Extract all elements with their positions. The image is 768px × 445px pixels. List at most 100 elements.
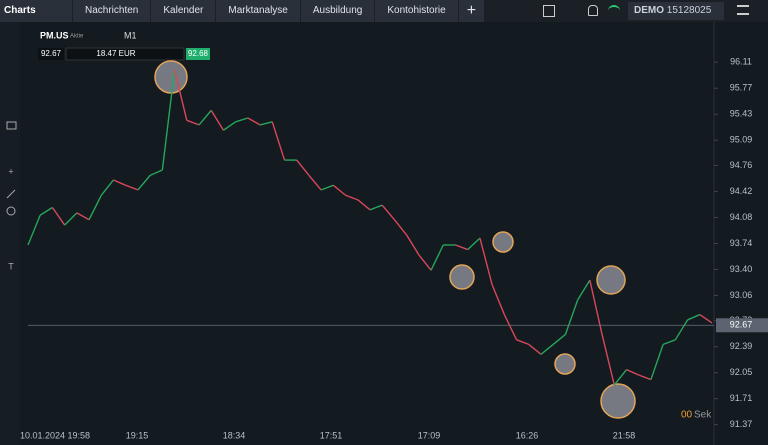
price-segment — [320, 184, 334, 191]
price-segment — [418, 254, 432, 271]
price-segment — [687, 313, 701, 321]
price-segment — [479, 237, 493, 285]
y-tick-label: 93.40 — [730, 264, 753, 274]
countdown-unit: Sek — [694, 410, 712, 421]
countdown-number: 00 — [681, 410, 693, 421]
menu[interactable] — [737, 5, 749, 15]
price-segment — [39, 206, 53, 216]
asset-type: Aktie — [70, 34, 84, 40]
price-segment — [455, 244, 468, 251]
side-toolbar — [0, 22, 20, 445]
ask-box[interactable] — [186, 48, 210, 60]
price-segment — [296, 159, 310, 176]
highlight — [554, 353, 576, 375]
price-segment — [100, 179, 115, 196]
highlight — [154, 60, 188, 94]
bid: 92.67 — [41, 49, 62, 58]
y-tick-label: 95.09 — [730, 135, 753, 145]
y-tick-label: 95.77 — [730, 83, 753, 93]
add-tab[interactable]: + — [458, 0, 485, 22]
x-tick-label: 10.01.2024 19:58 — [20, 430, 90, 440]
bell-icon[interactable] — [588, 5, 598, 16]
signal-icon — [608, 5, 620, 15]
tool-icon[interactable] — [6, 121, 17, 130]
price-segment — [186, 119, 200, 126]
tab[interactable]: Marktanalyse — [216, 0, 300, 22]
price-segment — [113, 179, 126, 186]
chart: T + PM.US Aktie M1 92.67 18.47 EUR 92.68… — [0, 22, 768, 445]
bid-box — [38, 48, 64, 60]
y-tick-label: 94.08 — [730, 212, 753, 222]
current-price-label: 92.67 — [730, 320, 753, 330]
current-price-box — [716, 318, 768, 333]
price-segment — [503, 314, 518, 341]
price-segment — [210, 109, 225, 131]
tool-icon[interactable] — [6, 206, 16, 216]
highlight — [492, 231, 514, 253]
price-segment — [27, 214, 41, 246]
price-segment — [699, 313, 713, 324]
highlight — [600, 383, 636, 419]
volume-box[interactable] — [65, 47, 185, 61]
tab[interactable]: Charts — [0, 0, 72, 22]
price-segment — [528, 343, 542, 355]
price-segment — [564, 299, 579, 335]
price-segment — [259, 121, 273, 126]
y-tick-label: 94.76 — [730, 160, 753, 170]
price-segment — [235, 117, 249, 123]
price-segment — [88, 194, 102, 221]
price-segment — [430, 244, 444, 271]
highlights — [154, 60, 636, 419]
ask: 92.68 — [188, 49, 209, 58]
y-tick-label: 96.11 — [730, 57, 752, 67]
account-mode: DEMO — [634, 5, 664, 16]
account-id: 15128025 — [666, 5, 712, 16]
price-segment — [650, 344, 664, 380]
x-tick-label: 18:34 — [223, 430, 246, 440]
price-segment — [381, 204, 395, 221]
price-segment — [271, 121, 286, 161]
price-segment — [393, 219, 408, 236]
price-segment — [613, 369, 628, 386]
price-segment — [332, 184, 347, 196]
price-segment — [406, 234, 420, 256]
price-segment — [223, 121, 237, 131]
price-segment — [674, 319, 689, 341]
price-segment — [161, 69, 176, 171]
price-segment — [577, 279, 591, 301]
price-segment — [198, 109, 212, 126]
price-segment — [540, 343, 554, 355]
price-segment — [516, 339, 530, 346]
y-tick-label: 91.71 — [730, 393, 753, 403]
price-segment — [662, 339, 676, 346]
layout-icon[interactable] — [543, 5, 555, 17]
tool-icon[interactable]: T — [8, 261, 14, 271]
tab[interactable]: Nachrichten — [73, 0, 151, 22]
tool-icon[interactable]: + — [8, 166, 13, 176]
tab[interactable]: Kontohistorie — [375, 0, 458, 22]
price-segment — [125, 184, 139, 191]
price-segment — [149, 169, 163, 177]
symbol[interactable]: PM.US — [40, 30, 69, 40]
y-tick-label: 93.06 — [730, 290, 753, 300]
price-segment — [369, 204, 383, 211]
price-segment — [467, 237, 481, 251]
price-segment — [626, 368, 639, 376]
highlight — [596, 265, 626, 295]
tool-icon[interactable] — [6, 189, 16, 199]
y-tick-label: 94.42 — [730, 186, 753, 196]
tab[interactable]: Ausbildung — [300, 0, 375, 22]
price-segment — [173, 69, 188, 121]
price-segment — [64, 212, 78, 226]
account[interactable]: DEMO 15128025 — [628, 2, 724, 20]
x-tick-label: 21:58 — [613, 430, 636, 440]
price-segment — [491, 284, 506, 315]
price-segment — [357, 199, 371, 211]
timeframe[interactable]: M1 — [124, 30, 137, 40]
price-segment — [76, 212, 90, 221]
tab[interactable]: Kalender — [151, 0, 216, 22]
y-tick-label: 92.05 — [730, 367, 753, 377]
x-tick-label: 17:51 — [320, 430, 343, 440]
x-tick-label: 19:15 — [126, 430, 149, 440]
